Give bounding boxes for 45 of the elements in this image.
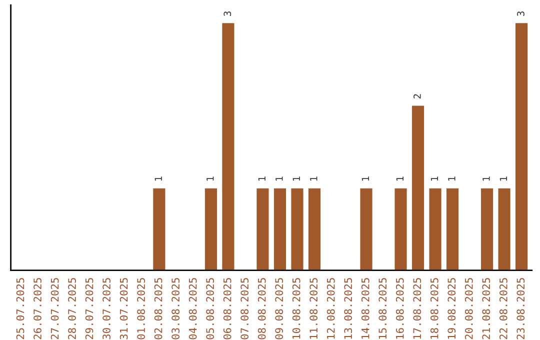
x-tick-label: 11.08.2025 [310,278,318,339]
x-tick-label: 09.08.2025 [275,278,284,340]
x-tick-label: 08.08.2025 [258,278,266,340]
x-tick-label: 03.08.2025 [172,278,180,340]
x-tick-label: 12.08.2025 [326,278,335,339]
x-tick-label: 23.08.2025 [516,278,525,340]
x-tick-label: 31.07.2025 [120,278,128,340]
x-tick-label: 17.08.2025 [413,278,422,339]
x-tick-label: 20.08.2025 [464,278,473,340]
data-label: 1 [310,176,318,181]
data-label: 1 [396,176,404,181]
x-tick-label: 14.08.2025 [361,278,370,339]
x-tick-label: 28.07.2025 [68,278,76,340]
x-tick-label: 04.08.2025 [188,278,197,340]
data-label: 1 [292,176,300,181]
x-tick-label: 19.08.2025 [448,278,456,339]
data-label: 3 [224,11,232,16]
x-tick-label: 30.07.2025 [102,278,110,340]
data-label: 1 [258,176,266,181]
x-tick-label: 05.08.2025 [206,278,214,340]
x-tick-label: 21.08.2025 [482,278,490,340]
x-tick-label: 01.08.2025 [137,278,145,340]
x-tick-label: 29.07.2025 [85,278,94,340]
data-label: 1 [482,176,490,181]
data-label: 1 [362,176,369,181]
x-tick-label: 26.07.2025 [34,278,42,340]
x-tick-label: 06.08.2025 [223,278,232,340]
x-tick-label: 27.07.2025 [50,278,59,340]
data-label: 1 [500,176,507,181]
x-tick-label: 07.08.2025 [240,278,249,340]
x-tick-label: 16.08.2025 [396,278,404,339]
data-label: 1 [430,176,438,181]
data-label: 1 [448,176,456,181]
data-label: 1 [276,176,283,181]
x-tick-label: 10.08.2025 [292,278,300,339]
x-tick-label: 13.08.2025 [344,278,352,339]
data-label: 3 [517,11,524,16]
data-label: 1 [206,176,214,181]
x-tick-label: 22.08.2025 [499,278,508,340]
x-tick-label: 02.08.2025 [154,278,162,340]
data-label: 2 [414,94,421,98]
x-tick-label: 15.08.2025 [378,278,387,339]
data-label: 1 [154,176,162,181]
x-tick-label: 18.08.2025 [430,278,438,339]
x-tick-label: 25.07.2025 [16,278,24,340]
